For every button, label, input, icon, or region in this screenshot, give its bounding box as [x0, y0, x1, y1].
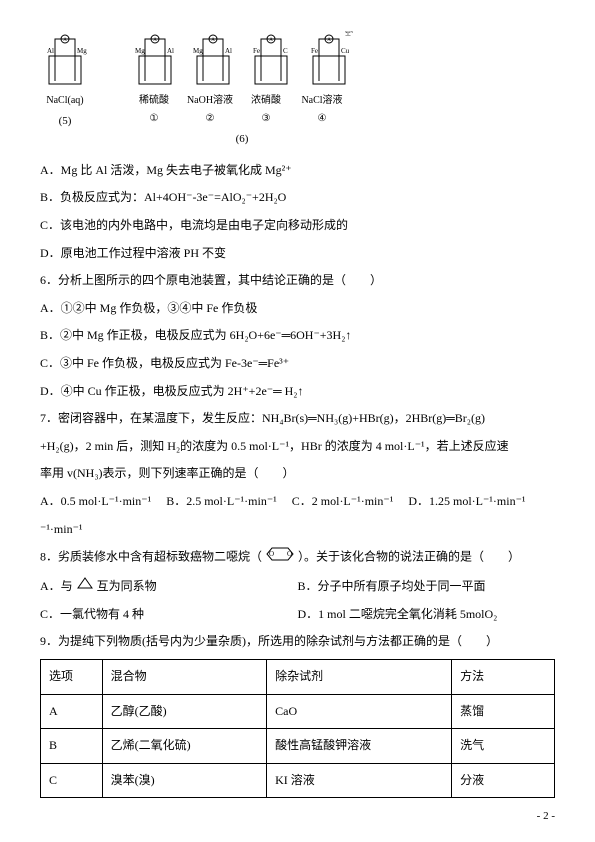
cell: 蒸馏: [452, 694, 555, 729]
svg-text:Cu: Cu: [341, 47, 350, 55]
table-header-row: 选项 混合物 除杂试剂 方法: [41, 659, 555, 694]
q7-stem3: 率用 v(NH₃)表示，则下列速率正确的是（ ）: [40, 463, 555, 485]
q9-stem: 9．为提纯下列物质(括号内为少量杂质)，所选用的除杂试剂与方法都正确的是（ ）: [40, 631, 555, 653]
cell: B: [41, 729, 103, 764]
sol-3: 浓硝酸: [242, 92, 290, 110]
svg-text:A: A: [269, 38, 273, 43]
svg-text:O: O: [269, 550, 274, 558]
num-3: ③: [242, 110, 290, 128]
q6-A: A．①②中 Mg 作负极，③④中 Fe 作负极: [40, 298, 555, 320]
diagram-area: A Al Mg NaCl(aq) (5) A Mg Al A Mg Al A Fe C A Fe C…: [40, 30, 555, 150]
q5-B: B．负极反应式为：Al+4OH⁻-3e⁻=AlO₂⁻+2H₂O: [40, 187, 555, 209]
th-0: 选项: [41, 659, 103, 694]
cell: 溴苯(溴): [102, 763, 266, 798]
cell: A: [41, 694, 103, 729]
cell: 分液: [452, 763, 555, 798]
cell-6-3: A Fe C: [246, 30, 296, 92]
q6-C: C．③中 Fe 作负极，电极反应式为 Fe-3e⁻═Fe³⁺: [40, 353, 555, 375]
q8-A-pre: A．与: [40, 579, 73, 593]
table-row: C 溴苯(溴) KI 溶液 分液: [41, 763, 555, 798]
cell-5-solution: NaCl(aq): [40, 92, 90, 110]
table-row: B 乙烯(二氧化硫) 酸性高锰酸钾溶液 洗气: [41, 729, 555, 764]
label-5: (5): [40, 112, 90, 132]
th-1: 混合物: [102, 659, 266, 694]
cell: 乙烯(二氧化硫): [102, 729, 266, 764]
cell-6-1: A Mg Al: [130, 30, 180, 92]
cell: CaO: [267, 694, 452, 729]
cell: C: [41, 763, 103, 798]
cell-6-2: A Mg Al: [188, 30, 238, 92]
q8-stem-pre: 8．劣质装修水中含有超标致癌物二噁烷（: [40, 550, 262, 564]
svg-text:Mg: Mg: [77, 47, 87, 55]
svg-text:Mg: Mg: [193, 47, 203, 55]
svg-text:Fe: Fe: [311, 47, 318, 55]
svg-text:A: A: [63, 38, 67, 43]
q8-B: B．分子中所有原子均处于同一平面: [298, 576, 556, 598]
q8-A: A．与 互为同系物: [40, 576, 298, 598]
svg-text:O: O: [287, 550, 292, 558]
svg-text:A: A: [153, 38, 157, 43]
svg-text:Al: Al: [167, 47, 174, 55]
cell: KI 溶液: [267, 763, 452, 798]
diagram-6: AMgAl AMgAl AFeC AFeCu空气 稀硫酸 NaOH溶液 浓硝酸 …: [130, 30, 354, 150]
svg-text:A: A: [211, 38, 215, 43]
num-1: ①: [130, 110, 178, 128]
cell: 乙醇(乙酸): [102, 694, 266, 729]
num-2: ②: [186, 110, 234, 128]
table-row: A 乙醇(乙酸) CaO 蒸馏: [41, 694, 555, 729]
num-4: ④: [298, 110, 346, 128]
q6-B: B．②中 Mg 作正极，电极反应式为 6H₂O+6e⁻═6OH⁻+3H₂↑: [40, 325, 555, 347]
q7-A: A．0.5 mol·L⁻¹·min⁻¹: [40, 494, 151, 508]
q5-A: A．Mg 比 Al 活泼，Mg 失去电子被氧化成 Mg²⁺: [40, 160, 555, 182]
dioxane-icon: OO: [265, 546, 295, 570]
q8-stem: 8．劣质装修水中含有超标致癌物二噁烷（ OO ）。关于该化合物的说法正确的是（ …: [40, 546, 555, 570]
label-6: (6): [130, 130, 354, 150]
th-2: 除杂试剂: [267, 659, 452, 694]
q8-stem-post: ）。关于该化合物的说法正确的是（ ）: [298, 550, 520, 564]
q6-D: D．④中 Cu 作正极，电极反应式为 2H⁺+2e⁻═ H₂↑: [40, 381, 555, 403]
q7-C: C．2 mol·L⁻¹·min⁻¹: [292, 494, 394, 508]
q7-stem1: 7．密闭容器中，在某温度下，发生反应：NH₄Br(s)═NH₃(g)+HBr(g…: [40, 408, 555, 430]
cell-5-svg: A Al Mg: [40, 30, 90, 92]
q9-table: 选项 混合物 除杂试剂 方法 A 乙醇(乙酸) CaO 蒸馏 B 乙烯(二氧化硫…: [40, 659, 555, 798]
triangle-icon: [76, 576, 94, 598]
q8-A-post: 互为同系物: [97, 579, 157, 593]
q7-D: D．1.25 mol·L⁻¹·min⁻¹: [408, 494, 525, 508]
svg-text:C: C: [283, 47, 288, 55]
q7-B: B．2.5 mol·L⁻¹·min⁻¹: [166, 494, 277, 508]
svg-text:空气: 空气: [345, 31, 353, 37]
sol-2: NaOH溶液: [186, 92, 234, 110]
svg-text:Fe: Fe: [253, 47, 260, 55]
cell-6-4: A Fe Cu 空气: [304, 30, 354, 92]
q8-D: D．1 mol 二噁烷完全氧化消耗 5molO₂: [298, 604, 556, 626]
q5-C: C．该电池的内外电路中，电流均是由电子定向移动形成的: [40, 215, 555, 237]
q8-opts-1: A．与 互为同系物 B．分子中所有原子均处于同一平面: [40, 576, 555, 598]
q6-stem: 6．分析上图所示的四个原电池装置，其中结论正确的是（ ）: [40, 270, 555, 292]
svg-text:Al: Al: [47, 47, 54, 55]
sol-4: NaCl溶液: [298, 92, 346, 110]
svg-text:A: A: [327, 38, 331, 43]
q7-opts: A．0.5 mol·L⁻¹·min⁻¹ B．2.5 mol·L⁻¹·min⁻¹ …: [40, 491, 555, 513]
page-number: - 2 -: [537, 807, 555, 827]
cell: 洗气: [452, 729, 555, 764]
q7-stem2: +H₂(g)，2 min 后，测知 H₂的浓度为 0.5 mol·L⁻¹，HBr…: [40, 436, 555, 458]
svg-text:Mg: Mg: [135, 47, 145, 55]
diagram-5: A Al Mg NaCl(aq) (5): [40, 30, 90, 150]
q5-D: D．原电池工作过程中溶液 PH 不变: [40, 243, 555, 265]
q8-opts-2: C．一氯代物有 4 种 D．1 mol 二噁烷完全氧化消耗 5molO₂: [40, 604, 555, 626]
q8-C: C．一氯代物有 4 种: [40, 604, 298, 626]
th-3: 方法: [452, 659, 555, 694]
cell: 酸性高锰酸钾溶液: [267, 729, 452, 764]
svg-text:Al: Al: [225, 47, 232, 55]
sol-1: 稀硫酸: [130, 92, 178, 110]
q7-unit-tail: ⁻¹·min⁻¹: [40, 519, 555, 541]
